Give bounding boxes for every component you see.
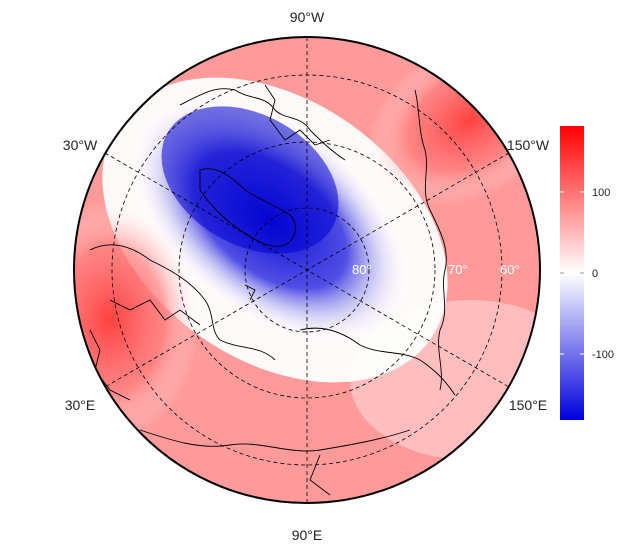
- coast-scandinavia: [109, 299, 201, 326]
- lon-label-150e: 150°E: [509, 397, 547, 413]
- map-boundary: [73, 36, 541, 504]
- coast-canada-north: [179, 88, 346, 161]
- colorbar-label-100: 100: [592, 187, 610, 199]
- coastlines: [89, 84, 456, 496]
- anomaly-field: [74, 37, 540, 503]
- meridian-150w-30e: [104, 152, 510, 388]
- lon-label-30w: 30°W: [63, 137, 98, 153]
- field-positive-europe: [74, 200, 200, 440]
- colorbar-label-neg100: -100: [592, 349, 614, 361]
- lon-label-150w: 150°W: [507, 137, 550, 153]
- coast-greenland: [199, 168, 296, 247]
- coast-siberia: [299, 327, 456, 396]
- field-negative-center: [161, 106, 339, 254]
- colorbar-label-0: 0: [592, 268, 598, 280]
- graticule: [104, 37, 510, 503]
- lat-label-70: 70°: [448, 262, 468, 277]
- coast-svalbard: [244, 284, 256, 301]
- colorbar: 100 0 -100: [560, 126, 614, 420]
- lon-label-30e: 30°E: [65, 397, 96, 413]
- coast-europe: [89, 244, 276, 361]
- coast-central-asia: [309, 454, 331, 496]
- lat-label-80: 80°: [352, 262, 372, 277]
- latitude-circle-80: [244, 207, 370, 333]
- lon-label-90e: 90°E: [292, 527, 323, 543]
- coast-north-america-west: [414, 89, 447, 391]
- coast-archipelago: [264, 84, 331, 146]
- lat-label-60: 60°: [500, 262, 520, 277]
- coast-asia-south: [139, 429, 411, 452]
- lon-label-90w: 90°W: [290, 9, 325, 25]
